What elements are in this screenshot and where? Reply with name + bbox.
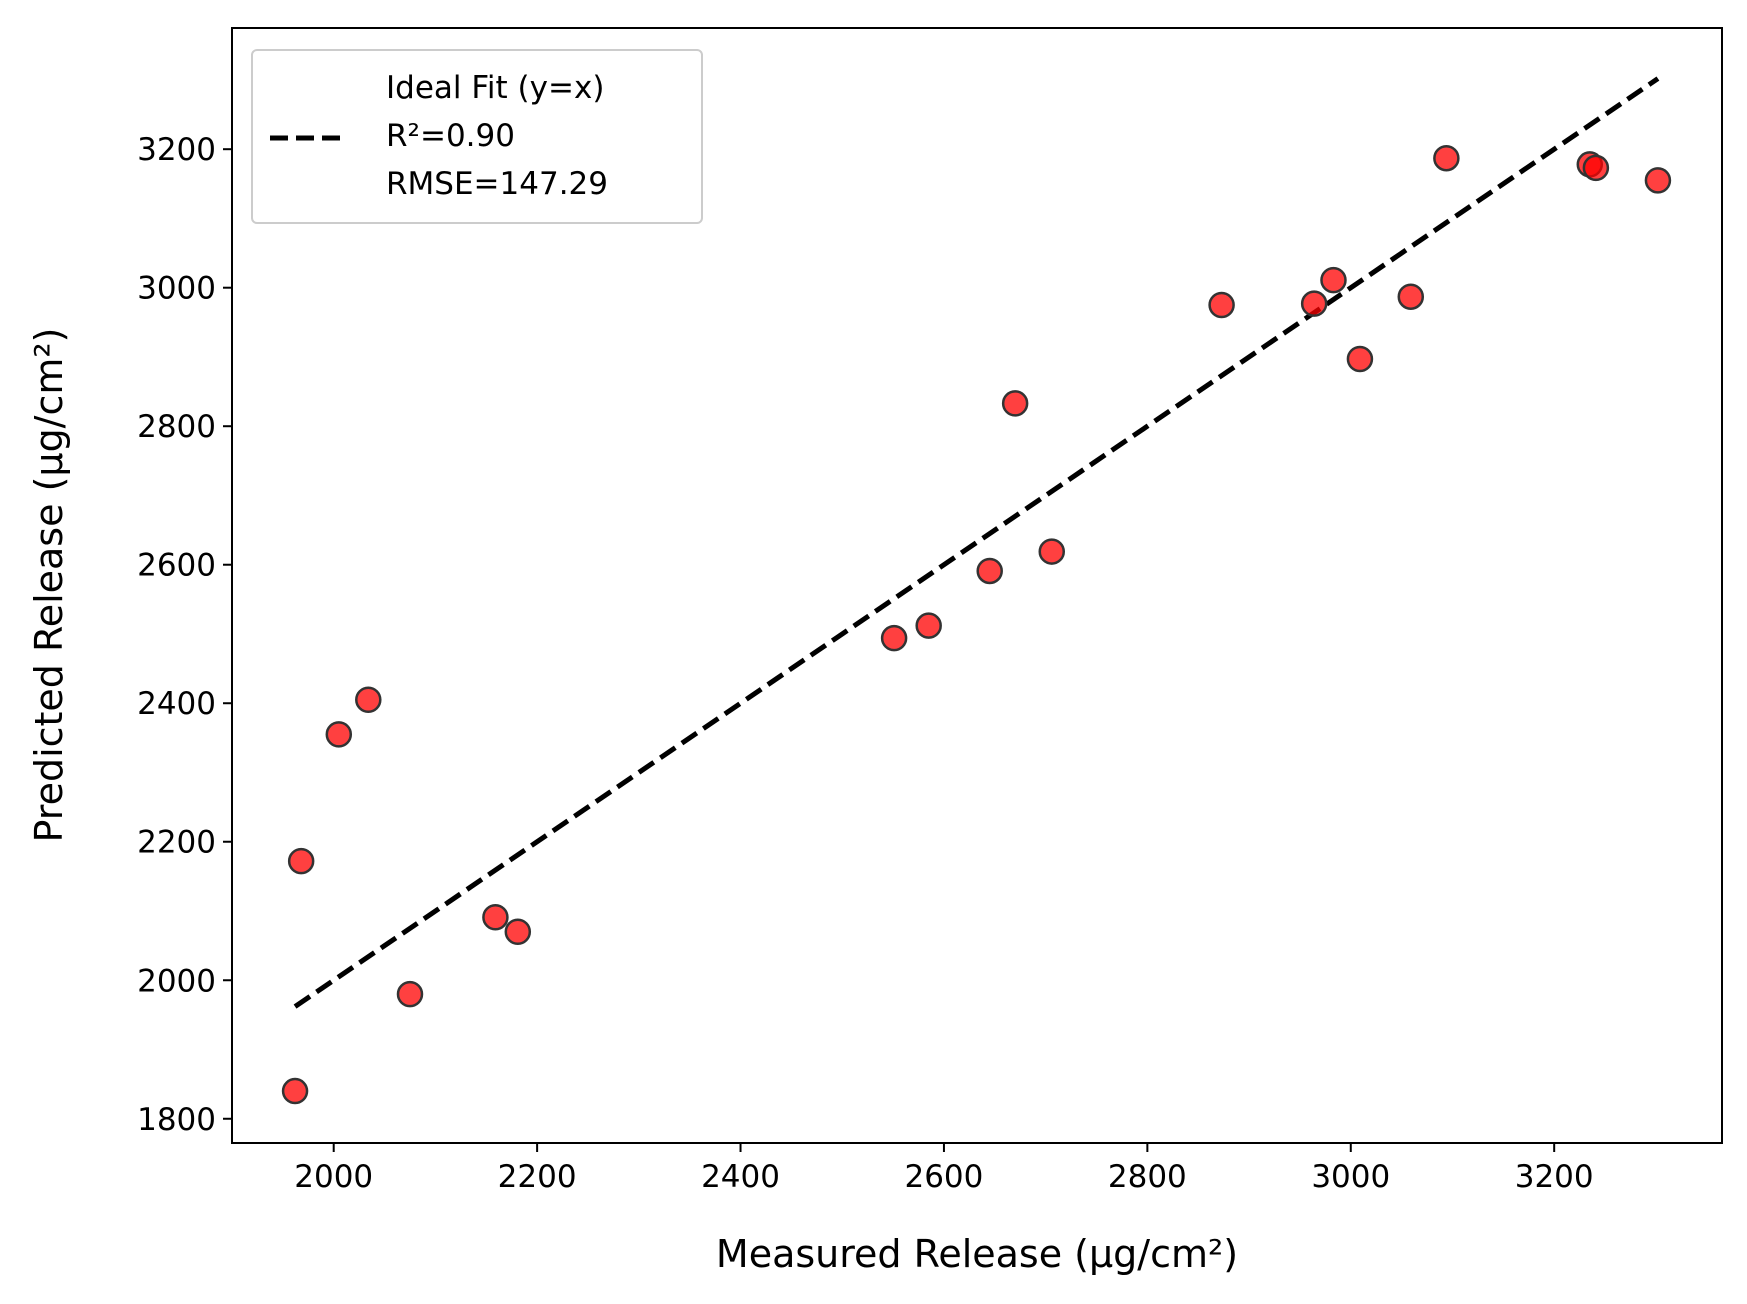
scatter-point <box>915 612 942 639</box>
scatter-point <box>976 557 1003 585</box>
scatter-point <box>281 1077 309 1105</box>
scatter-point <box>1038 538 1066 565</box>
scatter-point <box>287 847 315 875</box>
x-tick-label: 2000 <box>294 1159 373 1195</box>
scatter-point <box>1397 283 1425 310</box>
scatter-point <box>504 918 532 946</box>
scatter-point <box>355 686 382 714</box>
y-tick-label: 2800 <box>137 409 216 445</box>
scatter-point <box>1300 290 1328 317</box>
legend: Ideal Fit (y=x) R²=0.90 RMSE=147.29 <box>251 49 703 224</box>
legend-label-r2: R²=0.90 <box>386 118 515 154</box>
y-tick-label: 3000 <box>137 271 216 307</box>
legend-box <box>251 49 703 224</box>
ideal-fit-line <box>293 76 1660 1009</box>
legend-label-rmse: RMSE=147.29 <box>386 166 608 202</box>
scatter-point <box>1644 167 1672 194</box>
scatter-point <box>325 721 353 748</box>
y-tick-label: 2200 <box>137 825 216 861</box>
x-tick-label: 2800 <box>1108 1159 1187 1195</box>
x-tick-label: 2200 <box>498 1159 577 1195</box>
scatter-point <box>396 980 424 1008</box>
scatter-point <box>880 624 908 652</box>
scatter-point <box>1208 291 1235 319</box>
y-tick-label: 2000 <box>137 963 216 999</box>
scatter-point <box>1346 345 1374 373</box>
scatter-point <box>1320 266 1347 294</box>
x-tick-label: 3000 <box>1311 1159 1390 1195</box>
scatter-point <box>1433 144 1460 172</box>
plot-frame <box>231 27 1723 1144</box>
y-tick-label: 1800 <box>137 1102 216 1138</box>
x-tick-label: 2400 <box>701 1159 780 1195</box>
x-tick-label: 3200 <box>1515 1159 1594 1195</box>
scatter-point <box>1582 154 1610 182</box>
y-tick-label: 3200 <box>137 132 216 168</box>
y-axis-label: Predicted Release (µg/cm²) <box>27 328 71 843</box>
scatter-point <box>482 903 509 931</box>
y-tick-label: 2400 <box>137 686 216 722</box>
scatter-point <box>1001 390 1029 417</box>
y-tick-label: 2600 <box>137 548 216 584</box>
x-axis-label: Measured Release (µg/cm²) <box>716 1232 1238 1276</box>
legend-label-ideal-fit: Ideal Fit (y=x) <box>386 70 604 106</box>
x-tick-label: 2600 <box>904 1159 983 1195</box>
